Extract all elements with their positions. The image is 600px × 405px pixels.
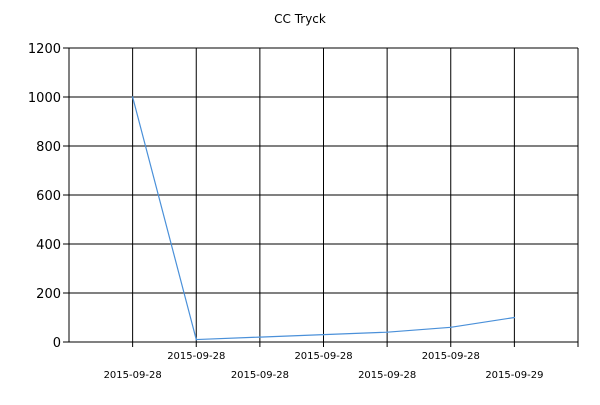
- y-tick-label: 600: [36, 189, 61, 204]
- data-point: [449, 326, 452, 329]
- data-point: [259, 336, 261, 338]
- x-tick-label: 2015-09-28: [167, 351, 225, 362]
- series: [131, 96, 516, 341]
- x-tick-label: 2015-09-28: [104, 370, 162, 381]
- y-tick-label: 400: [36, 238, 61, 253]
- axes: [68, 48, 578, 343]
- y-tick-label: 1200: [28, 42, 61, 57]
- data-point: [513, 316, 516, 319]
- data-point: [322, 333, 325, 336]
- x-tick-label: 2015-09-29: [485, 370, 543, 381]
- y-tick-label: 800: [36, 140, 61, 155]
- data-point: [131, 96, 134, 98]
- y-tick-label: 1000: [28, 91, 61, 106]
- y-tick-label: 0: [53, 336, 61, 351]
- y-axis-ticks: 0 200 400 600 800 1000 1200: [28, 42, 61, 351]
- x-tick-label: 2015-09-28: [422, 351, 480, 362]
- x-axis-ticks: 2015-09-28 2015-09-28 2015-09-28 2015-09-28…: [104, 351, 544, 381]
- x-tick-label: 2015-09-28: [294, 351, 352, 362]
- grid: [63, 47, 579, 347]
- data-point: [386, 331, 388, 334]
- y-tick-label: 200: [36, 287, 61, 302]
- data-point: [195, 338, 198, 341]
- chart-title: CC Tryck: [274, 12, 326, 26]
- x-tick-label: 2015-09-28: [231, 370, 289, 381]
- x-tick-label: 2015-09-28: [358, 370, 416, 381]
